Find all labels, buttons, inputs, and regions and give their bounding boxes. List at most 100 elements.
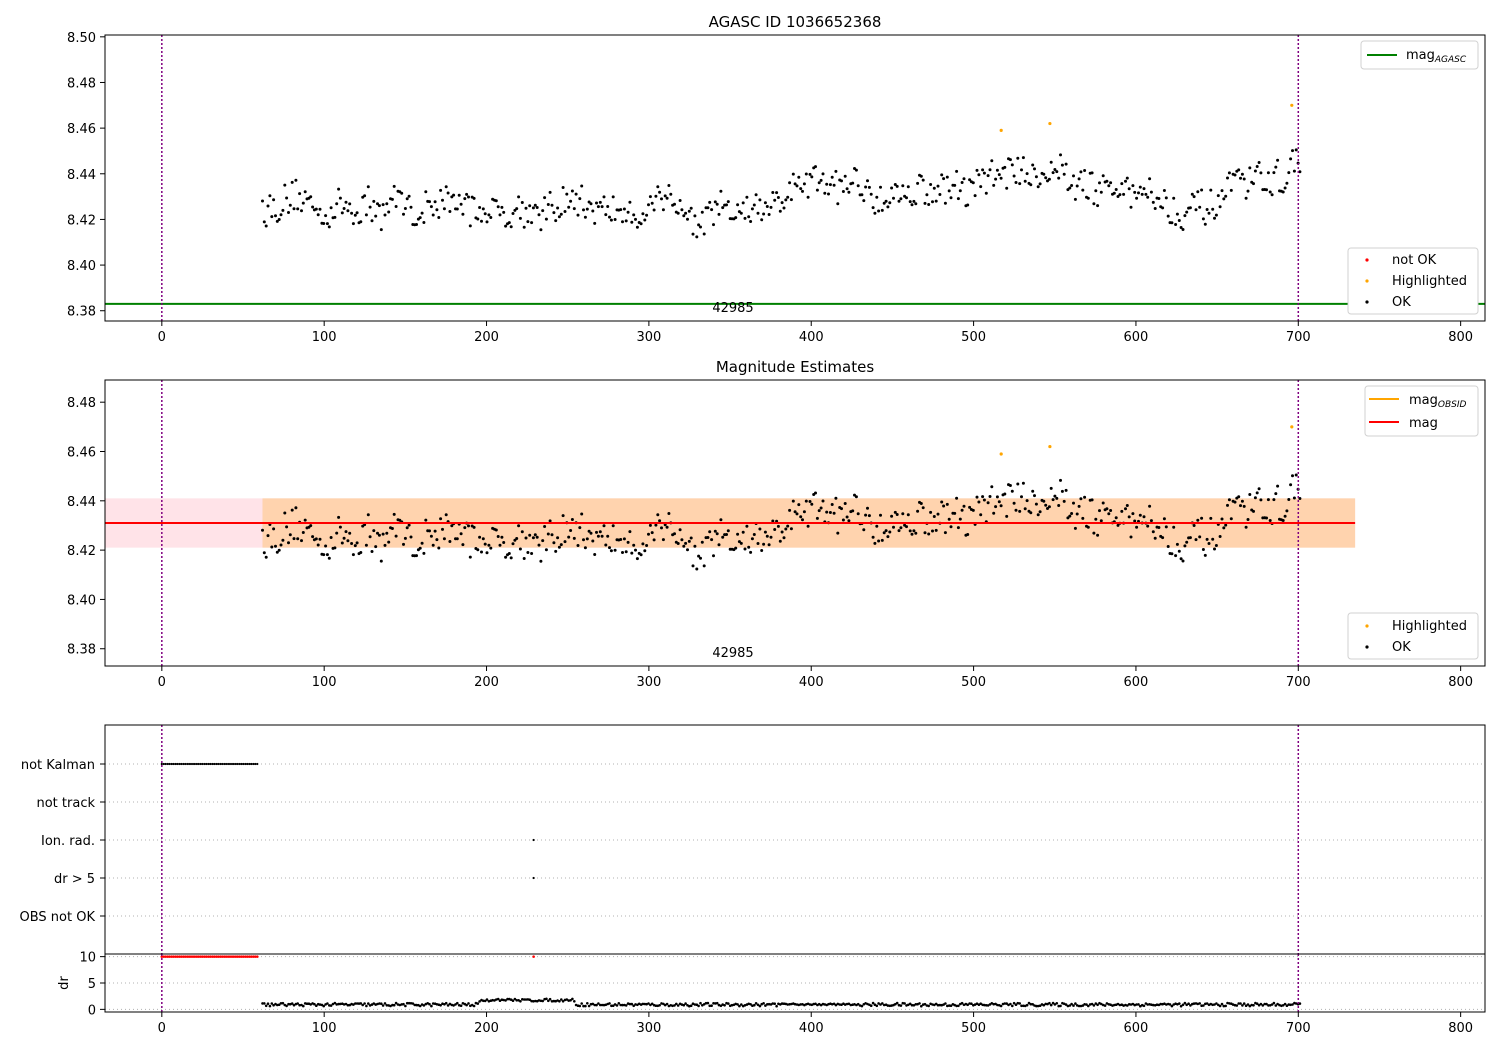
ok-point — [953, 183, 957, 187]
ok-point — [1047, 177, 1051, 181]
ok-point — [1200, 516, 1204, 520]
ok-point — [481, 537, 485, 541]
dr-point — [1218, 1004, 1222, 1008]
dr-point — [875, 1004, 879, 1008]
dr-point — [654, 1004, 658, 1007]
dr-point — [1055, 1002, 1059, 1005]
ok-point — [283, 511, 287, 515]
ok-point — [1044, 176, 1048, 180]
ok-point — [763, 530, 767, 534]
ok-point — [372, 529, 376, 533]
ok-point — [377, 533, 381, 537]
dr-point — [1092, 1004, 1096, 1007]
ok-point — [771, 519, 775, 523]
dr-clipped-point — [230, 955, 234, 958]
dr-point — [832, 1002, 836, 1006]
ok-point — [1044, 503, 1048, 507]
dr-point — [1235, 1004, 1239, 1007]
ok-point — [570, 189, 574, 193]
dr-point — [326, 1002, 329, 1005]
dr-point — [565, 998, 569, 1001]
ok-point — [897, 529, 901, 533]
dr-point — [298, 1003, 301, 1007]
ok-point — [374, 214, 378, 218]
flag-point-not-kalman — [225, 762, 228, 766]
flag-point-not-kalman — [199, 762, 202, 766]
dr-point — [704, 1001, 708, 1005]
ok-point — [630, 551, 634, 555]
ok-point — [997, 500, 1001, 504]
ok-point — [982, 498, 986, 502]
ok-point — [923, 531, 927, 535]
dr-clipped-point — [185, 955, 189, 958]
ok-point — [405, 526, 409, 530]
ok-point — [1060, 163, 1064, 167]
dr-point — [261, 1002, 264, 1005]
legend-swatch-not-ok — [1365, 258, 1369, 262]
ok-point — [1101, 174, 1105, 178]
ok-point — [1220, 517, 1224, 521]
ok-point — [795, 512, 799, 516]
ok-point — [537, 213, 541, 217]
ok-point — [589, 202, 593, 206]
ok-point — [906, 185, 910, 189]
dr-point — [524, 998, 528, 1001]
ok-point — [806, 524, 810, 528]
ok-point — [956, 526, 960, 530]
dr-point — [873, 1003, 877, 1006]
legend2-swatch-highlighted — [1365, 624, 1369, 628]
ok-point — [444, 185, 448, 189]
flag-point-not-kalman — [227, 762, 230, 766]
dr-point — [1178, 1002, 1181, 1005]
ok-point — [1200, 188, 1204, 192]
dr-point — [394, 1001, 398, 1005]
dr-point — [361, 1003, 365, 1007]
ok-point — [543, 196, 547, 200]
dr-point — [478, 1000, 481, 1003]
flag-point-not-kalman — [170, 762, 173, 766]
dr-point — [467, 1002, 470, 1005]
dr-clipped-point — [170, 955, 173, 958]
ok-point — [981, 495, 985, 499]
ok-point — [533, 533, 537, 537]
ok-point — [407, 194, 411, 198]
ok-point — [682, 544, 686, 548]
dr-clipped-point — [199, 955, 203, 958]
flag-point-not-kalman — [160, 762, 163, 766]
ok-point — [873, 211, 877, 215]
y-tick-label: 8.38 — [67, 305, 96, 320]
dr-point — [869, 1004, 873, 1007]
dr-clipped-point — [238, 955, 242, 958]
ok-point — [814, 491, 817, 495]
ok-point — [1164, 525, 1168, 529]
ok-point — [565, 192, 569, 196]
ok-point — [648, 195, 652, 199]
dr-point — [405, 1001, 409, 1005]
ok-point — [908, 200, 912, 204]
ok-point — [778, 539, 782, 543]
ok-point — [1257, 487, 1261, 491]
ok-point — [879, 513, 882, 517]
x-tick-label: 200 — [474, 675, 499, 690]
dr-clipped-point — [183, 955, 187, 958]
ok-point — [921, 506, 925, 510]
ok-point — [442, 537, 446, 541]
ok-point — [1213, 216, 1216, 220]
ok-point — [710, 538, 714, 542]
ok-point — [1185, 540, 1189, 544]
dr-point — [1168, 1003, 1172, 1006]
ok-point — [1018, 182, 1022, 186]
dr-clipped-point — [168, 955, 171, 958]
ok-point — [650, 201, 654, 205]
ok-point — [333, 215, 337, 219]
dr-point — [775, 1004, 778, 1008]
dr-point — [630, 1002, 634, 1006]
ok-point — [1157, 197, 1161, 200]
ok-point — [665, 525, 669, 529]
dr-point — [380, 1002, 383, 1005]
flag-label-not-track: not track — [36, 796, 95, 811]
ok-point — [563, 540, 567, 544]
ok-point — [387, 540, 391, 544]
ok-point — [1161, 206, 1165, 210]
dr-point — [547, 999, 550, 1003]
